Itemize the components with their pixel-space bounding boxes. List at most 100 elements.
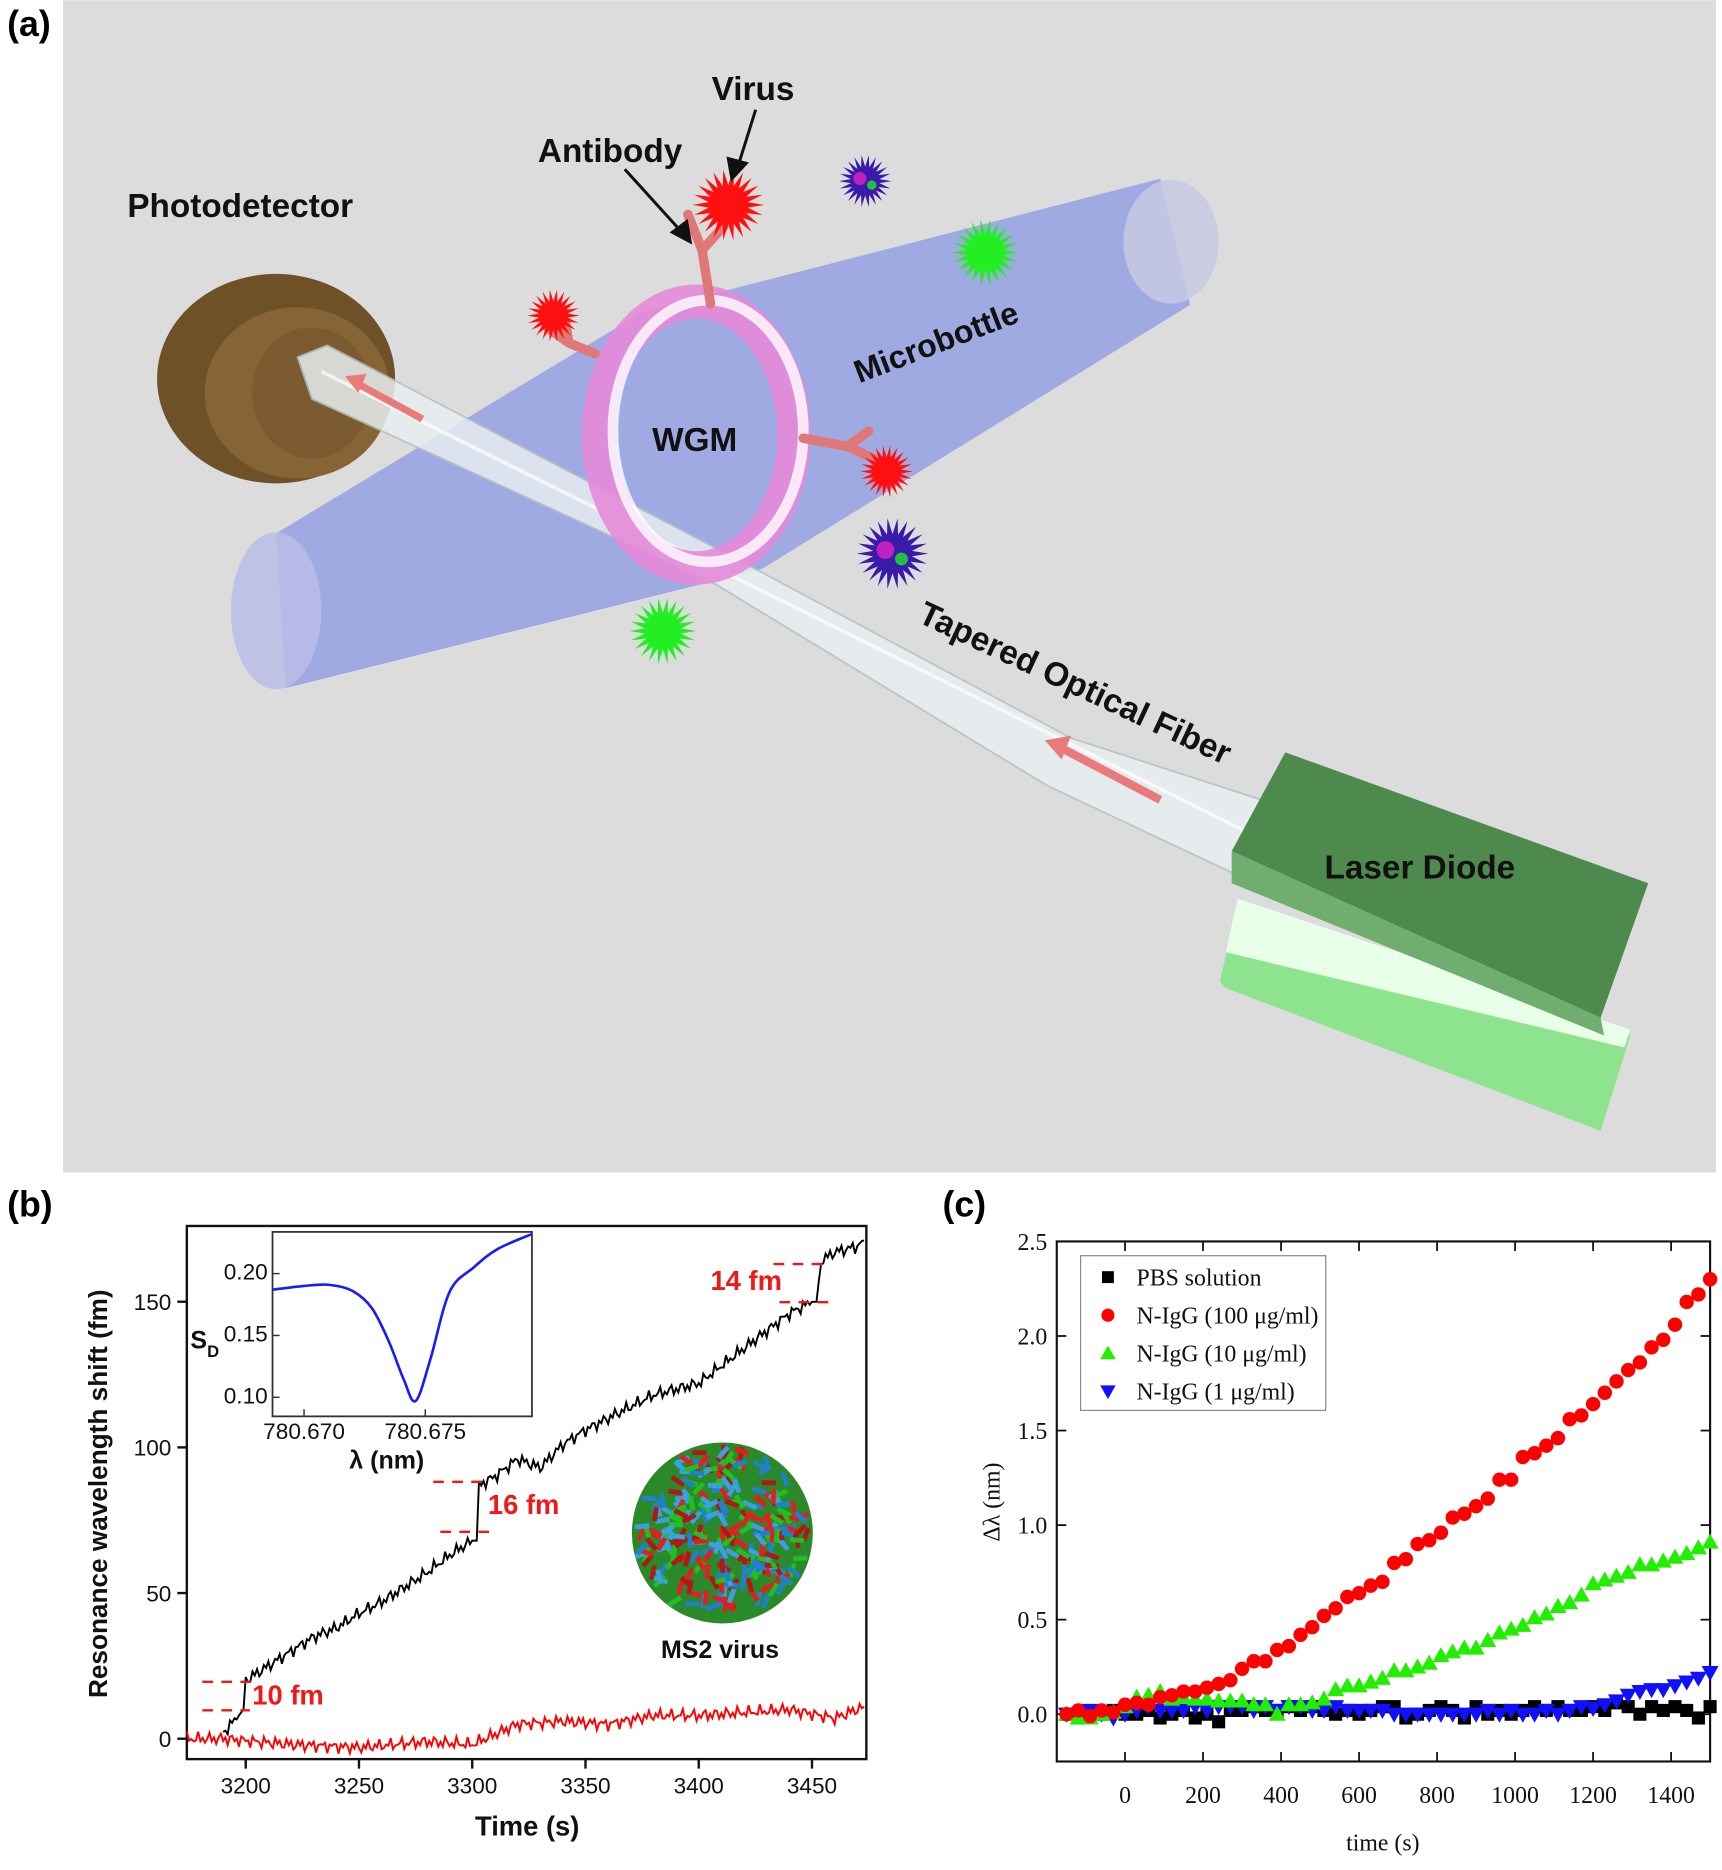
- x-tick-label: 400: [1263, 1783, 1299, 1809]
- x-tick-label: 3450: [787, 1774, 837, 1799]
- marker-circle: [1480, 1491, 1495, 1506]
- chart-c: 0 200 400 600 800 1000 1200 1400 0.0 0.5 1.0 1.5 2.0…: [980, 1230, 1719, 1857]
- ms2-protein: [753, 1494, 767, 1508]
- series-sample: [222, 1239, 865, 1737]
- marker-circle: [1386, 1555, 1402, 1571]
- ms2-protein: [694, 1555, 706, 1571]
- marker-triangle-down: [1490, 1707, 1508, 1723]
- ms2-protein: [634, 1523, 650, 1530]
- ms2-protein: [734, 1538, 749, 1550]
- marker-triangle-down: [1631, 1684, 1649, 1701]
- marker-triangle-up: [1432, 1647, 1450, 1663]
- ms2-protein: [652, 1506, 659, 1522]
- y-tick-label: 1.5: [1017, 1419, 1047, 1445]
- marker-square: [1212, 1715, 1226, 1729]
- marker-circle: [1445, 1510, 1460, 1525]
- ms2-protein: [752, 1557, 761, 1573]
- ms2-protein: [767, 1582, 780, 1598]
- series-1: [1059, 1272, 1718, 1724]
- marker-triangle-down: [1537, 1703, 1555, 1719]
- ms2-protein: [719, 1558, 726, 1573]
- ms2-protein: [679, 1575, 694, 1589]
- marker-triangle-up: [1409, 1658, 1427, 1674]
- ms2-protein: [738, 1523, 754, 1535]
- panel-label-b: (b): [7, 1184, 53, 1224]
- marker-square: [1101, 1271, 1114, 1284]
- ms2-protein: [647, 1527, 663, 1538]
- marker-square: [1621, 1700, 1635, 1714]
- virus-particle: [527, 289, 580, 342]
- ms2-protein: [670, 1553, 685, 1567]
- ms2-protein: [734, 1446, 750, 1456]
- marker-triangle-up: [1689, 1539, 1707, 1555]
- marker-triangle-down: [1619, 1688, 1637, 1704]
- ms2-protein: [779, 1471, 790, 1487]
- inset-y-tick-label: 0.20: [224, 1260, 268, 1285]
- ms2-protein: [752, 1459, 768, 1471]
- marker-circle: [1398, 1551, 1414, 1567]
- marker-circle: [1234, 1661, 1250, 1677]
- y-tick-label: 1.0: [1017, 1513, 1047, 1539]
- label-antibody: Antibody: [538, 133, 683, 170]
- ms2-protein: [754, 1532, 768, 1547]
- chart-b-inset: 780.670 780.675 0.10 0.15 0.20 S D λ (nm): [190, 1231, 533, 1475]
- ms2-protein: [729, 1520, 744, 1533]
- marker-triangle-down: [1549, 1707, 1567, 1723]
- legend-item: N-IgG (100 μg/ml): [1101, 1304, 1318, 1330]
- legend-box: [1079, 1255, 1327, 1412]
- ms2-protein: [770, 1489, 777, 1504]
- marker-triangle-down: [1502, 1703, 1520, 1719]
- ms2-protein: [717, 1544, 729, 1560]
- ms2-protein: [722, 1450, 735, 1466]
- marker-triangle-down: [1678, 1675, 1696, 1691]
- virus-pointer: [736, 109, 758, 168]
- panel-label-c: (c): [943, 1184, 987, 1224]
- ms2-protein: [693, 1538, 709, 1545]
- ms2-protein: [664, 1555, 678, 1571]
- ms2-protein: [682, 1551, 692, 1567]
- x-tick-label: 200: [1185, 1783, 1221, 1809]
- marker-triangle-up: [1280, 1696, 1298, 1712]
- ms2-protein: [670, 1537, 685, 1545]
- marker-square: [1188, 1711, 1202, 1725]
- legend-item: PBS solution: [1101, 1265, 1262, 1291]
- ms2-protein: [773, 1488, 789, 1499]
- ms2-protein: [726, 1588, 737, 1604]
- ms2-protein: [670, 1544, 678, 1560]
- ms2-protein: [655, 1569, 664, 1585]
- virus-particle: [860, 445, 913, 498]
- marker-triangle-down: [1420, 1707, 1438, 1723]
- inset-xlabel: λ (nm): [349, 1447, 424, 1475]
- ms2-protein: [764, 1551, 780, 1561]
- ms2-protein: [724, 1547, 740, 1559]
- marker-triangle-up: [1479, 1631, 1497, 1648]
- ms2-protein: [724, 1498, 740, 1509]
- marker-triangle-up: [1245, 1696, 1263, 1712]
- marker-triangle-up: [1315, 1690, 1333, 1706]
- marker-triangle-up: [1268, 1705, 1286, 1721]
- ms2-protein: [721, 1467, 736, 1481]
- ms2-protein: [717, 1499, 730, 1515]
- ms2-protein: [684, 1600, 700, 1607]
- y-tick-label: 150: [134, 1290, 172, 1315]
- ms2-protein: [757, 1464, 773, 1477]
- ms2-protein: [676, 1579, 685, 1595]
- marker-triangle-up: [1666, 1548, 1684, 1564]
- legend-label: PBS solution: [1136, 1265, 1261, 1291]
- ms2-protein: [655, 1536, 668, 1552]
- marker-triangle-down: [1561, 1703, 1579, 1719]
- ms2-protein: [667, 1595, 682, 1608]
- ms2-protein: [741, 1511, 754, 1526]
- ms2-protein: [684, 1463, 700, 1473]
- virus-patch: [866, 180, 877, 190]
- ms2-protein: [654, 1516, 670, 1525]
- ms2-protein: [703, 1498, 719, 1510]
- marker-triangle-down: [1338, 1703, 1356, 1719]
- arrow-icon: [355, 380, 425, 423]
- ms2-protein: [642, 1495, 657, 1502]
- marker-circle: [1101, 1308, 1115, 1322]
- marker-triangle-down: [1163, 1703, 1181, 1719]
- marker-circle: [1211, 1676, 1226, 1692]
- light-direction-arrows: [345, 373, 1163, 804]
